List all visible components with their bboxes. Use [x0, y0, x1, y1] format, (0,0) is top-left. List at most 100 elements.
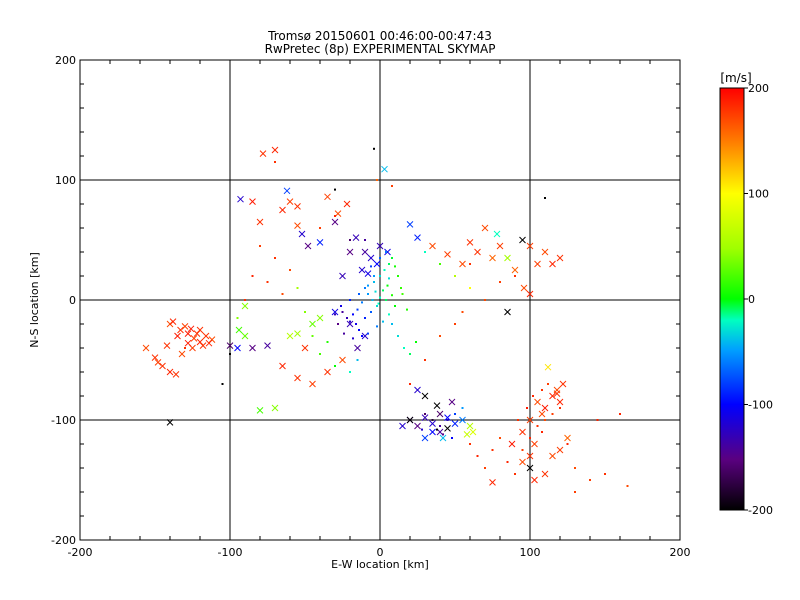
point-x-stroke — [316, 314, 324, 322]
point-x-marker — [172, 371, 180, 378]
point-x-stroke — [184, 330, 192, 337]
y-tick-label: -200 — [51, 534, 76, 547]
point-x-stroke — [279, 362, 286, 370]
point-x-marker — [384, 248, 391, 256]
point-dot — [484, 299, 486, 301]
point-x-marker — [511, 266, 519, 274]
point-x-stroke — [294, 374, 301, 382]
point-dot — [367, 293, 369, 295]
point-dot — [469, 443, 471, 445]
point-dot — [596, 419, 599, 421]
point-dot — [547, 383, 549, 385]
point-dot — [469, 287, 471, 289]
point-dot — [514, 473, 516, 475]
point-x-marker — [520, 284, 528, 292]
point-dot — [349, 239, 351, 241]
point-dot — [400, 287, 402, 289]
point-x-marker — [519, 236, 526, 244]
point-dot — [370, 311, 372, 313]
point-x-stroke — [196, 326, 204, 334]
y-tick-label: 100 — [55, 174, 76, 187]
point-x-marker — [184, 339, 192, 347]
point-dot — [376, 325, 378, 328]
point-x-marker — [181, 323, 189, 330]
point-x-stroke — [301, 344, 309, 352]
point-x-marker — [564, 434, 571, 442]
point-x-stroke — [241, 302, 249, 310]
point-x-stroke — [444, 425, 451, 432]
colorbar-label: [m/s] — [720, 71, 751, 85]
point-x-marker — [316, 314, 324, 322]
point-dot — [352, 313, 354, 316]
point-dot — [551, 413, 554, 415]
point-x-stroke — [184, 339, 192, 347]
point-x-marker — [324, 193, 331, 201]
point-dot — [409, 383, 411, 385]
point-dot — [454, 275, 456, 277]
point-dot — [499, 437, 501, 439]
point-x-marker — [466, 422, 474, 430]
point-dot — [424, 413, 426, 415]
data-points — [142, 146, 629, 493]
x-tick-label: 100 — [520, 546, 541, 559]
point-x-stroke — [294, 203, 301, 210]
point-dot — [484, 467, 486, 469]
point-dot — [436, 428, 438, 431]
point-dot — [514, 275, 516, 277]
point-x-stroke — [205, 339, 213, 347]
point-x-stroke — [541, 248, 549, 256]
point-x-stroke — [553, 386, 561, 394]
point-x-marker — [346, 248, 354, 256]
point-x-stroke — [481, 224, 489, 232]
point-dot — [349, 299, 351, 301]
point-dot — [391, 257, 393, 259]
point-x-stroke — [508, 440, 516, 448]
point-x-stroke — [358, 266, 366, 274]
point-x-marker — [459, 416, 466, 424]
point-x-marker — [187, 325, 195, 333]
point-x-marker — [235, 326, 243, 334]
point-x-marker — [429, 428, 436, 436]
point-x-marker — [339, 272, 346, 280]
point-dot — [337, 323, 339, 325]
point-dot — [391, 323, 393, 325]
point-x-stroke — [367, 254, 375, 262]
point-x-stroke — [190, 335, 198, 342]
point-x-marker — [526, 416, 534, 424]
point-x-marker — [549, 260, 556, 268]
point-x-stroke — [511, 266, 519, 274]
point-dot — [574, 467, 576, 469]
point-dot — [388, 277, 390, 280]
point-x-stroke — [294, 330, 301, 337]
point-x-stroke — [429, 428, 436, 436]
point-x-marker — [538, 410, 546, 418]
point-dot — [461, 407, 464, 409]
point-dot — [304, 311, 306, 313]
point-x-stroke — [549, 452, 556, 460]
point-x-stroke — [444, 414, 451, 421]
point-x-marker — [376, 242, 384, 250]
point-dot — [476, 455, 479, 457]
point-dot — [469, 263, 471, 265]
point-x-stroke — [474, 248, 481, 256]
point-x-marker — [531, 476, 538, 484]
point-dot — [517, 419, 519, 421]
point-dot — [358, 293, 360, 295]
point-x-marker — [429, 242, 436, 250]
point-x-marker — [256, 407, 264, 414]
point-dot — [311, 335, 314, 337]
point-x-stroke — [489, 479, 496, 486]
point-x-marker — [279, 206, 286, 214]
point-dot — [439, 263, 441, 265]
point-x-stroke — [166, 368, 174, 376]
point-dot — [454, 413, 456, 415]
point-x-marker — [271, 404, 279, 412]
point-dot — [361, 335, 363, 337]
point-dot — [364, 239, 366, 241]
point-x-marker — [331, 218, 339, 226]
point-x-stroke — [169, 318, 177, 325]
point-x-stroke — [354, 344, 361, 352]
point-x-marker — [541, 248, 549, 256]
chart-subtitle: RwPretec (8p) EXPERIMENTAL SKYMAP — [265, 42, 496, 56]
point-x-stroke — [436, 428, 444, 436]
